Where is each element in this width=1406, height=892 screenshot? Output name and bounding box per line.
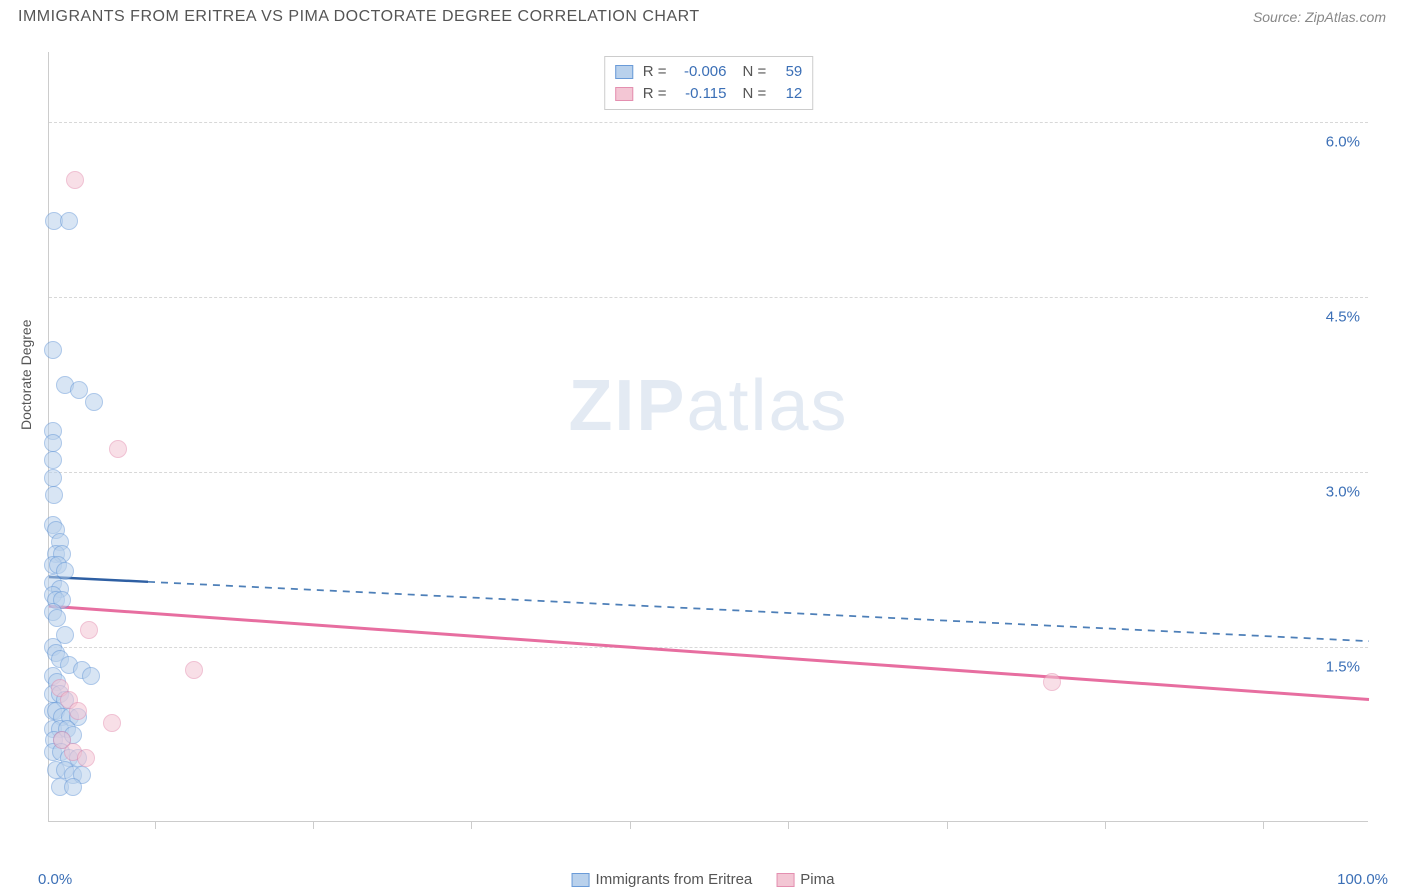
data-point <box>66 171 84 189</box>
source-name: ZipAtlas.com <box>1305 9 1386 25</box>
legend-item: Pima <box>776 871 834 888</box>
data-point <box>60 212 78 230</box>
data-point <box>82 667 100 685</box>
trend-dashed <box>148 582 1369 641</box>
trend-lines <box>49 52 1369 822</box>
x-tick <box>1263 821 1264 829</box>
legend-swatch <box>776 873 794 887</box>
legend-label: Pima <box>800 871 834 888</box>
data-point <box>80 621 98 639</box>
chart-title: IMMIGRANTS FROM ERITREA VS PIMA DOCTORAT… <box>18 8 700 26</box>
x-tick <box>313 821 314 829</box>
data-point <box>48 609 66 627</box>
data-point <box>45 486 63 504</box>
source-prefix: Source: <box>1253 9 1305 25</box>
chart-plot-area: ZIPatlas R =-0.006N =59R =-0.115N =12 1.… <box>48 52 1368 822</box>
data-point <box>44 434 62 452</box>
source-attribution: Source: ZipAtlas.com <box>1253 9 1386 25</box>
legend-item: Immigrants from Eritrea <box>572 871 753 888</box>
legend-label: Immigrants from Eritrea <box>596 871 753 888</box>
data-point <box>44 469 62 487</box>
data-point <box>64 778 82 796</box>
data-point <box>109 440 127 458</box>
data-point <box>185 661 203 679</box>
data-point <box>103 714 121 732</box>
x-tick <box>788 821 789 829</box>
data-point <box>44 451 62 469</box>
x-tick-label: 0.0% <box>38 871 72 888</box>
header: IMMIGRANTS FROM ERITREA VS PIMA DOCTORAT… <box>0 0 1406 30</box>
data-point <box>44 341 62 359</box>
bottom-legend: Immigrants from Eritrea Pima <box>572 871 835 888</box>
x-tick <box>947 821 948 829</box>
x-tick <box>471 821 472 829</box>
trend-solid <box>49 606 1369 699</box>
legend-swatch <box>572 873 590 887</box>
y-axis-label: Doctorate Degree <box>18 319 34 430</box>
x-tick <box>1105 821 1106 829</box>
data-point <box>69 702 87 720</box>
x-tick-label: 100.0% <box>1337 871 1388 888</box>
x-tick <box>155 821 156 829</box>
x-tick <box>630 821 631 829</box>
data-point <box>77 749 95 767</box>
data-point <box>1043 673 1061 691</box>
data-point <box>85 393 103 411</box>
